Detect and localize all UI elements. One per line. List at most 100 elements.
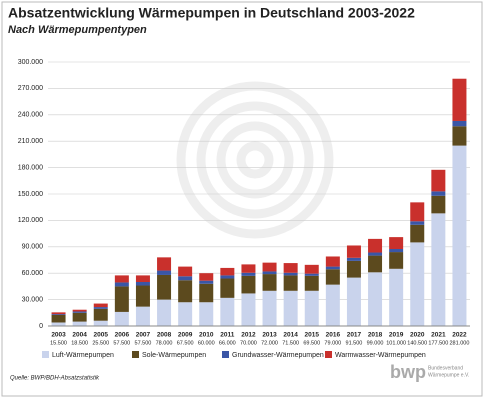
- bar-segment: [135, 282, 150, 286]
- bar-segment: [283, 290, 298, 326]
- source: Quelle: BWP/BDH-Absatzstatistik: [10, 376, 100, 382]
- x-tick-label: 2022: [452, 332, 467, 339]
- bar-segment: [241, 275, 256, 294]
- total-label: 101.000: [386, 340, 406, 346]
- total-label: 79.000: [324, 340, 341, 346]
- total-label: 15.500: [50, 340, 67, 346]
- total-label: 69.500: [303, 340, 320, 346]
- bar-segment: [389, 268, 404, 326]
- logo: bwp: [390, 362, 426, 382]
- bar-segment: [93, 307, 108, 309]
- x-tick-label: 2012: [241, 332, 256, 339]
- x-tick-label: 2007: [136, 332, 151, 339]
- x-tick-label: 2010: [199, 332, 214, 339]
- bar-segment: [220, 275, 235, 279]
- bar-segment: [346, 277, 361, 326]
- x-tick-label: 2005: [94, 332, 109, 339]
- bar-segment: [431, 169, 446, 192]
- legend-swatch: [42, 351, 49, 358]
- bar-segment: [325, 269, 340, 285]
- bar-segment: [304, 264, 319, 274]
- bar-segment: [452, 145, 467, 326]
- total-label: 18.500: [71, 340, 88, 346]
- y-tick-label: 270.000: [18, 85, 43, 92]
- bar-segment: [431, 191, 446, 196]
- total-label: 57.500: [135, 340, 152, 346]
- bar-segment: [431, 213, 446, 326]
- bar-segment: [262, 274, 277, 291]
- legend-label: Sole-Wärmepumpen: [142, 352, 206, 359]
- bar-segment: [199, 283, 214, 303]
- bar-segment: [241, 272, 256, 276]
- bar-segment: [325, 266, 340, 270]
- x-tick-label: 2003: [51, 332, 66, 339]
- chart-subtitle: Nach Wärmepumpentypen: [8, 24, 147, 36]
- bar-segment: [325, 256, 340, 267]
- total-label: 91.500: [346, 340, 363, 346]
- bar-segment: [51, 315, 66, 323]
- bar-segment: [157, 257, 172, 271]
- x-tick-label: 2020: [410, 332, 425, 339]
- bar-segment: [72, 311, 87, 313]
- bar-segment: [389, 249, 404, 253]
- total-label: 66.000: [219, 340, 236, 346]
- legend-swatch: [222, 351, 229, 358]
- y-tick-label: 300.000: [18, 59, 43, 66]
- total-label: 67.500: [177, 340, 194, 346]
- bar-segment: [72, 321, 87, 326]
- bar-segment: [157, 274, 172, 300]
- y-tick-label: 30.000: [22, 296, 44, 303]
- bar-segment: [72, 309, 87, 312]
- bar-segment: [262, 290, 277, 326]
- bar-segment: [51, 312, 66, 315]
- bar-segment: [199, 273, 214, 281]
- logo-text: Bundesverband: [428, 365, 463, 371]
- x-tick-label: 2017: [347, 332, 362, 339]
- total-label: 57.500: [113, 340, 130, 346]
- x-tick-label: 2013: [262, 332, 277, 339]
- x-tick-label: 2009: [178, 332, 193, 339]
- total-label: 72.000: [261, 340, 278, 346]
- x-tick-label: 2008: [157, 332, 172, 339]
- x-tick-label: 2018: [368, 332, 383, 339]
- bar-segment: [157, 299, 172, 326]
- bar-segment: [220, 297, 235, 326]
- total-label: 99.000: [367, 340, 384, 346]
- total-label: 177.500: [428, 340, 448, 346]
- bar-segment: [178, 276, 193, 281]
- y-tick-label: 120.000: [18, 217, 43, 224]
- bar-segment: [346, 260, 361, 278]
- bar-segment: [114, 311, 129, 326]
- watermark: [176, 81, 334, 239]
- bar-segment: [452, 78, 467, 121]
- bar-segment: [452, 120, 467, 127]
- bar-segment: [51, 322, 66, 326]
- bar-segment: [283, 263, 298, 273]
- bar-segment: [262, 271, 277, 275]
- bar-segment: [157, 270, 172, 275]
- bar-segment: [178, 266, 193, 277]
- x-tick-label: 2016: [326, 332, 341, 339]
- bar-segment: [241, 264, 256, 273]
- bar-segment: [135, 306, 150, 326]
- bar-segment: [114, 282, 129, 287]
- bar-segment: [93, 320, 108, 326]
- x-tick-label: 2021: [431, 332, 446, 339]
- bar-segment: [410, 202, 425, 222]
- logo-text: Wärmepumpe e.V.: [428, 372, 469, 378]
- bar-segment: [304, 290, 319, 326]
- x-tick-label: 2014: [283, 332, 298, 339]
- x-tick-label: 2019: [389, 332, 404, 339]
- bar-segment: [389, 237, 404, 249]
- total-label: 60.000: [198, 340, 215, 346]
- y-tick-label: 210.000: [18, 138, 43, 145]
- x-tick-label: 2006: [115, 332, 130, 339]
- bar-segment: [199, 280, 214, 284]
- total-label: 78.000: [156, 340, 173, 346]
- legend-label: Grundwasser-Wärmepumpen: [232, 352, 324, 359]
- bar-segment: [304, 273, 319, 276]
- total-label: 140.500: [407, 340, 427, 346]
- bar-segment: [304, 275, 319, 291]
- bar-segment: [93, 303, 108, 308]
